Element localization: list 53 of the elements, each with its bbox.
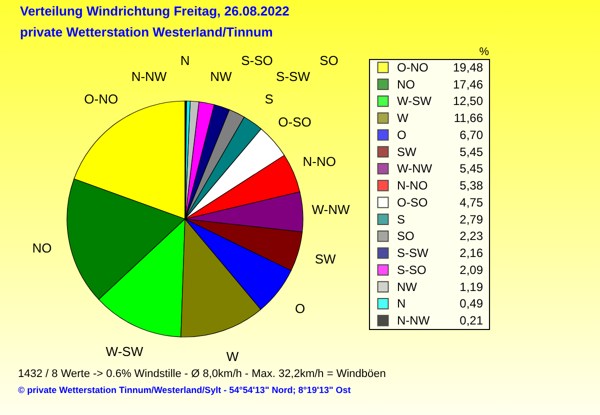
data-label: 2,09 (460, 262, 484, 277)
category-label: S-SO (241, 53, 273, 68)
slice-label: SW (314, 251, 336, 266)
legend-label: W-NW (397, 162, 433, 176)
legend-title: % (479, 46, 490, 58)
data-label: 2,16 (460, 246, 484, 260)
slice-label: S (264, 92, 274, 107)
legend-label: W (397, 111, 409, 126)
legend-label: O (397, 128, 406, 142)
legend-label: N-NO (397, 178, 428, 193)
slice-label: NO (32, 240, 52, 256)
data-label: 1,19 (460, 280, 484, 294)
data-label: 0,49 (460, 296, 484, 311)
chart-title: Verteilung Windrichtung Freitag, 26.08.2022 (20, 4, 290, 18)
data-label: 11,66 (454, 111, 484, 126)
data-label: 12,50 (452, 94, 484, 108)
data-label: 19,48 (452, 60, 484, 74)
legend-label: N-NW (397, 314, 430, 328)
data-label: 5,38 (460, 178, 484, 193)
legend-label: SO (397, 229, 414, 244)
data-label: 5,45 (460, 162, 484, 176)
legend-label: O-NO (397, 60, 428, 74)
legend-label: NO (397, 77, 415, 92)
slice-label: W-NW (312, 202, 350, 217)
legend-label: O-SO (397, 195, 428, 210)
category-label: S-SW (276, 69, 310, 84)
data-label: 2,79 (460, 212, 484, 226)
legend-label: S-SW (397, 246, 430, 260)
data-label: 4,75 (460, 195, 484, 210)
text: 1432 / 8 Werte -> 0.6% Windstille - Ø 8,0km/h - Max. 32,2km/h = Windböen (18, 368, 386, 380)
slice-label: O (295, 300, 306, 316)
data-label: 6,70 (460, 128, 484, 142)
category-label: SO (320, 53, 338, 68)
slice-label: NW (210, 69, 233, 84)
slice-label: O-NO (84, 92, 118, 107)
data-label: 17,46 (452, 77, 484, 92)
category-label: N-NW (131, 69, 167, 84)
legend-label: W-SW (397, 94, 432, 108)
slice-label: W (226, 349, 240, 364)
slice-label: W-SW (106, 344, 144, 359)
legend-label: S (397, 212, 406, 226)
legend-label: SW (397, 144, 418, 159)
slice-label: N-NO (302, 154, 336, 169)
legend-label: S-SO (397, 262, 426, 277)
slice-label: O-SO (278, 114, 312, 130)
data-label: 2,23 (460, 229, 484, 244)
legend-label: N (397, 296, 406, 311)
slice-label: N (180, 53, 190, 68)
data-label: 0,21 (460, 314, 484, 328)
chart-subtitle: private Wetterstation Westerland/Tinnum (20, 24, 273, 40)
legend-label: NW (397, 280, 418, 294)
text: © private Wetterstation Tinnum/Westerland/Sylt - 54°54'13" Nord; 8°19'13" Ost (18, 385, 352, 395)
data-label: 5,45 (460, 144, 484, 159)
